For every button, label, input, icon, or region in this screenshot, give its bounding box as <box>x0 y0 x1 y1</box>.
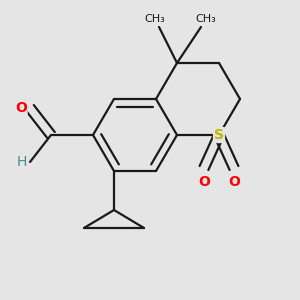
Text: O: O <box>198 176 210 190</box>
Text: S: S <box>214 128 224 142</box>
Text: CH₃: CH₃ <box>144 14 165 24</box>
Text: O: O <box>15 101 27 115</box>
Text: O: O <box>228 176 240 190</box>
Text: CH₃: CH₃ <box>195 14 216 24</box>
Text: H: H <box>16 155 27 169</box>
